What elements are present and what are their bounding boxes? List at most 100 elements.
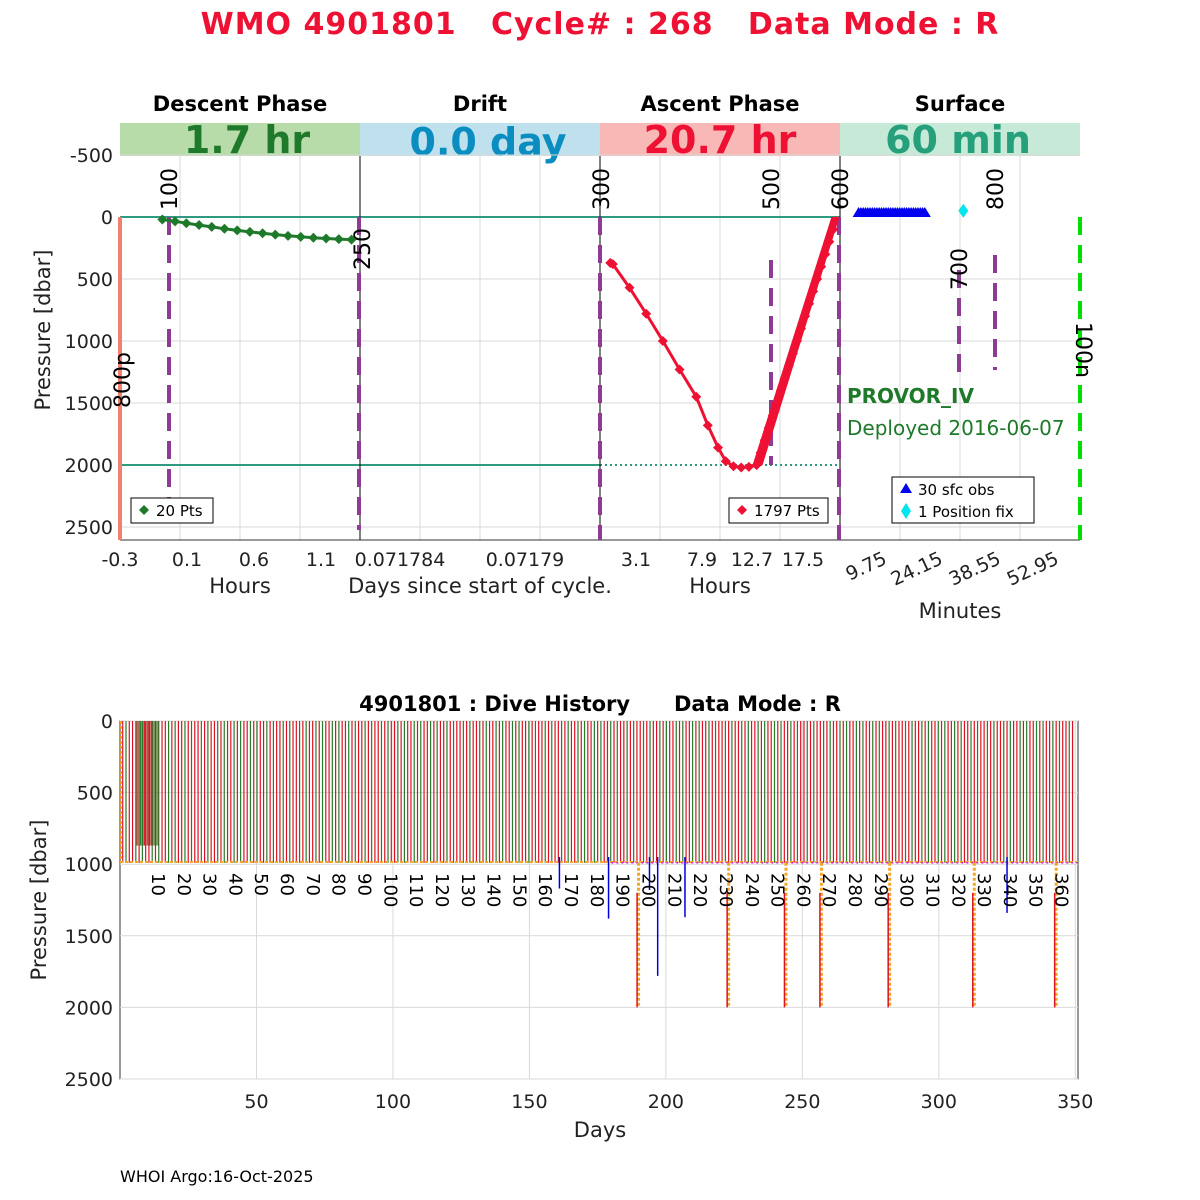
profile-panel: Descent Phase Drift Ascent Phase Surface… [31, 92, 1095, 623]
dive-history-panel: 4901801 : Dive History Data Mode : R 10 2… [27, 692, 1093, 1142]
history-cycle-label: 90 [353, 873, 374, 896]
history-cycle-label: 310 [921, 873, 942, 907]
marker-100n-label: 100n [1070, 322, 1095, 378]
history-cycle-label: 170 [560, 873, 581, 907]
marker-250-label: 250 [351, 228, 376, 270]
history-y-tick: 1500 [65, 926, 113, 948]
descent-point [232, 225, 243, 236]
deployment-date: Deployed 2016-06-07 [847, 416, 1065, 440]
history-cycle-label: 180 [586, 873, 607, 907]
y-tick-1500: 1500 [65, 393, 113, 415]
ascent-point [751, 460, 762, 470]
descent-legend-marker [139, 505, 149, 515]
history-cycle-label: 280 [844, 873, 865, 907]
descent-point [219, 223, 230, 234]
marker-700-label: 700 [948, 248, 973, 290]
history-cycle-label: 40 [224, 873, 245, 896]
ascent-point [743, 461, 754, 472]
history-y-tick: 1000 [65, 854, 113, 876]
phase-duration-drift: 0.0 day [410, 120, 567, 164]
ascent-point [674, 364, 685, 375]
ascent-point [755, 447, 766, 458]
history-cycle-label: 200 [637, 873, 658, 907]
history-x-tick: 350 [1057, 1091, 1093, 1113]
ascent-point [657, 336, 668, 346]
ascent-point [808, 286, 819, 297]
marker-800p-label: 800p [111, 352, 136, 408]
history-cycle-label: 360 [1051, 873, 1072, 907]
ascent-point [783, 360, 794, 371]
surface-tick-0: 9.75 [842, 548, 890, 586]
ascent-point [796, 323, 807, 334]
ascent-tick-1: 7.9 [687, 549, 717, 571]
history-cycle-label: 80 [328, 873, 349, 896]
ascent-point [804, 298, 815, 309]
ascent-point [800, 311, 811, 322]
history-cycle-label: 60 [276, 873, 297, 896]
surface-tick-2: 38.55 [946, 548, 1005, 591]
drift-tick-1: 0.07179 [486, 549, 565, 571]
drift-tick-0: 0.071784 [355, 549, 446, 571]
y-tick-2000: 2000 [65, 455, 113, 477]
dive-history-bars [120, 721, 1078, 1008]
y-tick-2500: 2500 [65, 517, 113, 539]
history-y-tick: 2500 [65, 1069, 113, 1091]
history-cycle-label: 290 [870, 873, 891, 907]
figure-title: WMO 4901801 Cycle# : 268 Data Mode : R [201, 7, 1000, 42]
history-cycle-label: 340 [999, 873, 1020, 907]
history-cycle-label: 160 [534, 873, 555, 907]
ascent-point [759, 435, 770, 446]
history-x-tick: 100 [375, 1091, 411, 1113]
ascent-point [812, 274, 823, 284]
dive-history-y-ticks: 0 500 1000 1500 2000 2500 [65, 711, 113, 1091]
descent-tick-0: -0.3 [101, 549, 138, 571]
ascent-legend-marker [737, 505, 747, 515]
marker-500-label: 500 [760, 168, 785, 210]
ascent-tick-3: 17.5 [782, 549, 824, 571]
history-cycle-label: 220 [689, 873, 710, 907]
history-x-tick: 150 [511, 1091, 547, 1113]
ascent-profile-series [605, 216, 840, 473]
history-cycle-label: 30 [199, 873, 220, 896]
descent-point [270, 229, 281, 240]
y-tick-minus500: -500 [70, 145, 113, 167]
dive-history-title: 4901801 : Dive History Data Mode : R [359, 692, 841, 716]
history-x-tick: 200 [648, 1091, 684, 1113]
history-cycle-label: 10 [147, 873, 168, 896]
history-cycle-label: 350 [1025, 873, 1046, 907]
descent-point [283, 230, 293, 241]
left-edge-bar [118, 217, 122, 540]
descent-x-axis-title: Hours [209, 574, 271, 598]
ascent-profile-line [609, 216, 839, 470]
history-cycle-label: 130 [457, 873, 478, 907]
descent-tick-3: 1.1 [306, 549, 336, 571]
marker-600-label: 600 [829, 168, 854, 210]
phase-name-surface: Surface [915, 92, 1005, 116]
descent-point [308, 232, 319, 243]
float-type: PROVOR_IV [847, 384, 974, 408]
ascent-point [828, 224, 839, 235]
profile-y-axis-title: Pressure [dbar] [31, 250, 55, 411]
descent-tick-1: 0.1 [172, 549, 202, 571]
ascent-point [820, 249, 831, 260]
history-y-tick: 2000 [65, 997, 113, 1019]
y-tick-500: 500 [77, 269, 113, 291]
descent-point [157, 214, 168, 225]
drift-x-ticks: 0.071784 0.07179 [355, 549, 565, 571]
profile-y-ticks: -500 0 500 1000 1500 2000 2500 [65, 145, 113, 539]
dive-history-x-ticks: 50 100 150 200 250 300 350 [244, 1091, 1093, 1113]
y-tick-0: 0 [101, 207, 113, 229]
history-cycle-label: 50 [250, 873, 271, 896]
ascent-point [624, 282, 635, 293]
history-cycle-label: 210 [663, 873, 684, 907]
surface-observation-series [852, 203, 969, 218]
ascent-point [728, 461, 739, 472]
surface-legend: 30 sfc obs 1 Position fix [891, 476, 1035, 524]
ascent-point [720, 456, 731, 467]
surface-x-ticks: 9.75 24.15 38.55 52.95 [842, 548, 1062, 591]
history-cycle-label: 260 [792, 873, 813, 907]
ascent-point [702, 420, 713, 431]
marker-800-label: 800 [984, 168, 1009, 210]
surface-obs-legend-marker [900, 483, 912, 493]
